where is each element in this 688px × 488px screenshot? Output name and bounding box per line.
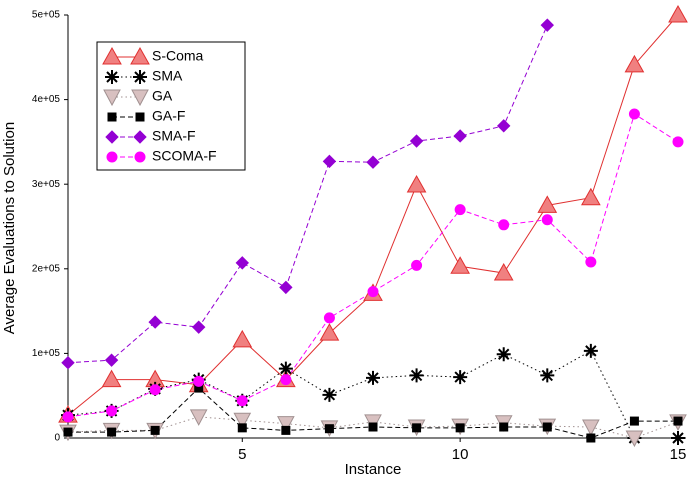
marker xyxy=(409,134,424,148)
marker xyxy=(280,374,292,386)
marker xyxy=(279,280,293,295)
marker xyxy=(322,387,337,402)
marker xyxy=(322,154,337,169)
marker xyxy=(61,355,75,370)
legend-marker xyxy=(102,46,122,65)
marker xyxy=(409,368,424,383)
legend-marker xyxy=(105,130,119,144)
marker xyxy=(497,119,511,133)
series-line xyxy=(67,24,548,364)
marker xyxy=(324,424,334,434)
legend-marker xyxy=(133,70,147,84)
marker xyxy=(107,427,117,437)
legend-marker xyxy=(133,130,147,144)
marker xyxy=(366,155,380,169)
marker xyxy=(455,423,465,433)
legend-label: S-Coma xyxy=(152,48,204,64)
marker xyxy=(235,256,249,270)
marker xyxy=(368,422,378,432)
marker xyxy=(232,329,253,348)
marker xyxy=(319,323,340,341)
marker xyxy=(367,286,379,298)
legend-marker xyxy=(135,112,145,122)
marker xyxy=(411,259,423,271)
y-tick-label: 3e+05 xyxy=(32,179,61,190)
x-tick-label: 10 xyxy=(452,446,469,463)
marker xyxy=(149,384,161,396)
marker xyxy=(624,54,645,73)
marker xyxy=(366,370,380,385)
marker xyxy=(233,412,252,430)
y-tick-label: 1e+05 xyxy=(32,348,61,359)
legend-box xyxy=(96,41,246,171)
x-tick-label: 5 xyxy=(238,446,246,463)
legend-marker xyxy=(105,70,119,84)
marker xyxy=(278,361,293,376)
marker xyxy=(62,411,74,423)
series-line xyxy=(67,113,679,418)
marker xyxy=(193,375,205,387)
marker xyxy=(673,416,683,426)
legend-marker xyxy=(130,46,150,65)
marker xyxy=(582,419,600,437)
legend-label: GA xyxy=(152,88,173,104)
marker xyxy=(406,175,427,193)
marker xyxy=(542,422,552,432)
y-tick-label: 2e+05 xyxy=(32,263,61,274)
marker xyxy=(237,423,247,433)
marker xyxy=(540,368,555,383)
marker xyxy=(629,416,639,426)
marker xyxy=(101,369,122,388)
marker xyxy=(453,129,467,143)
marker xyxy=(189,409,208,426)
marker xyxy=(499,422,509,432)
y-axis-label: Average Evaluations to Solution xyxy=(1,122,18,334)
marker xyxy=(104,353,119,367)
marker xyxy=(586,433,596,443)
marker xyxy=(583,343,598,358)
marker xyxy=(323,312,335,324)
marker xyxy=(672,136,684,148)
marker xyxy=(498,219,510,231)
marker xyxy=(671,431,685,445)
marker xyxy=(454,204,466,216)
marker xyxy=(541,214,553,226)
marker xyxy=(63,427,73,437)
legend-label: SCOMA-F xyxy=(152,148,217,164)
marker xyxy=(364,414,382,431)
marker xyxy=(581,187,601,206)
marker xyxy=(668,4,688,23)
x-tick-label: 15 xyxy=(670,446,687,463)
legend-label: GA-F xyxy=(152,108,185,124)
legend-label: SMA xyxy=(152,68,183,84)
y-tick-label: 0 xyxy=(54,433,60,444)
marker xyxy=(496,347,511,362)
marker xyxy=(236,395,248,407)
marker xyxy=(148,315,162,329)
y-tick-label: 5e+05 xyxy=(32,10,61,21)
legend-marker xyxy=(107,112,117,122)
marker xyxy=(412,423,422,433)
marker xyxy=(106,405,118,417)
marker xyxy=(453,370,468,385)
x-axis-label: Instance xyxy=(345,461,402,478)
marker xyxy=(281,425,291,435)
marker xyxy=(540,18,554,32)
marker xyxy=(277,416,295,433)
marker xyxy=(537,195,558,213)
legend-marker xyxy=(103,89,121,107)
marker xyxy=(192,320,206,334)
marker xyxy=(150,425,160,435)
marker xyxy=(493,263,514,281)
marker xyxy=(628,108,640,120)
legend-label: SMA-F xyxy=(152,128,196,144)
legend-marker xyxy=(106,151,118,163)
marker xyxy=(585,256,597,268)
legend-marker xyxy=(134,151,146,163)
legend-marker xyxy=(131,89,149,107)
marker xyxy=(450,256,470,274)
y-tick-label: 4e+05 xyxy=(32,94,61,105)
marker xyxy=(625,430,644,448)
